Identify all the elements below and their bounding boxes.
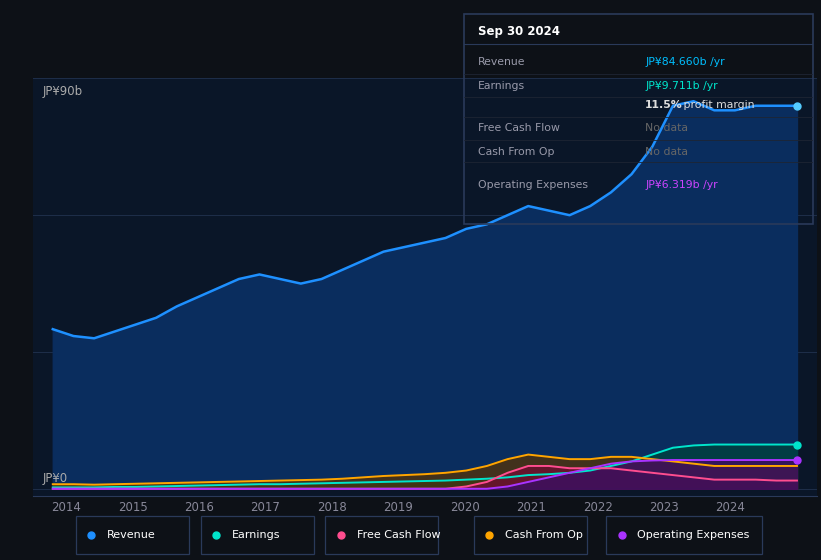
Text: profit margin: profit margin bbox=[680, 100, 754, 110]
Text: JP¥0: JP¥0 bbox=[43, 472, 68, 485]
Text: Earnings: Earnings bbox=[478, 81, 525, 91]
Bar bbox=[76, 516, 189, 554]
Bar bbox=[200, 516, 314, 554]
Text: 11.5%: 11.5% bbox=[645, 100, 683, 110]
Text: Revenue: Revenue bbox=[478, 57, 525, 67]
Text: JP¥90b: JP¥90b bbox=[43, 85, 83, 98]
Text: JP¥84.660b /yr: JP¥84.660b /yr bbox=[645, 57, 725, 67]
Bar bbox=[606, 516, 762, 554]
Text: Free Cash Flow: Free Cash Flow bbox=[478, 123, 560, 133]
Text: JP¥6.319b /yr: JP¥6.319b /yr bbox=[645, 180, 718, 190]
Text: JP¥9.711b /yr: JP¥9.711b /yr bbox=[645, 81, 718, 91]
Text: Free Cash Flow: Free Cash Flow bbox=[356, 530, 440, 540]
Text: Revenue: Revenue bbox=[107, 530, 156, 540]
Text: Cash From Op: Cash From Op bbox=[478, 147, 554, 157]
Text: No data: No data bbox=[645, 147, 688, 157]
Text: Operating Expenses: Operating Expenses bbox=[478, 180, 588, 190]
Text: Earnings: Earnings bbox=[232, 530, 280, 540]
Text: Cash From Op: Cash From Op bbox=[505, 530, 583, 540]
Text: No data: No data bbox=[645, 123, 688, 133]
Text: Operating Expenses: Operating Expenses bbox=[637, 530, 750, 540]
Bar bbox=[325, 516, 438, 554]
Text: Sep 30 2024: Sep 30 2024 bbox=[478, 25, 560, 38]
Bar bbox=[474, 516, 586, 554]
